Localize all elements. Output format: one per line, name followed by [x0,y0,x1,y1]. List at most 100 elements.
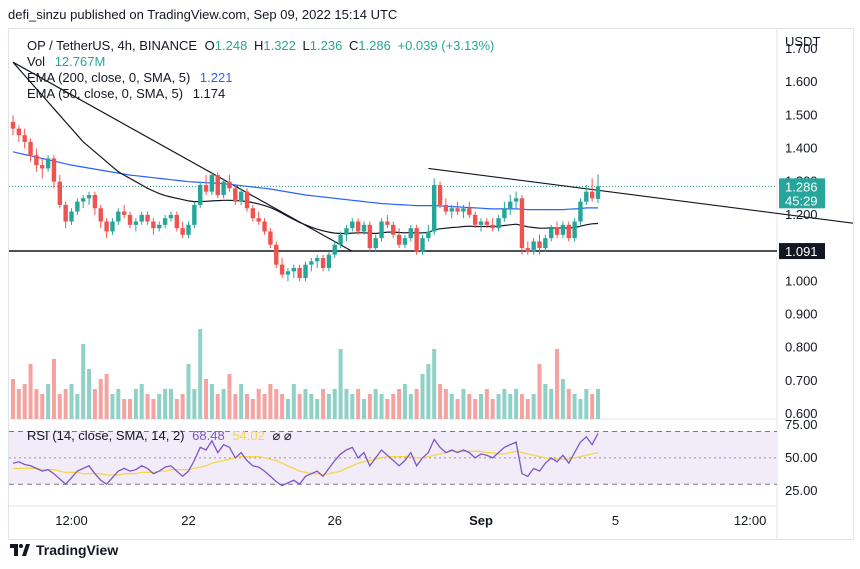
volume-bar [87,369,92,419]
candle-body [75,201,80,212]
chart-svg[interactable]: 1.7001.6001.5001.4001.3001.2001.1001.000… [9,29,853,539]
candle-body [209,175,215,192]
current-price-label: 1.286 [785,179,818,194]
candle-body [549,228,554,239]
volume-bar [81,344,86,419]
volume-bar [180,394,185,419]
candle-body [279,264,285,275]
volume-bar [34,389,39,419]
volume-bar [350,394,355,419]
volume-bar [373,389,378,419]
volume-bar [239,384,244,419]
volume-bar [280,394,285,419]
candle-body [326,254,332,268]
rsi-ma-value: 54.02 [232,428,265,443]
volume-bar [215,394,220,419]
candle-body [408,228,413,239]
volume-bar [122,399,127,419]
candle-body [467,208,472,215]
candle-body [34,155,39,166]
volume-bar [344,389,349,419]
volume-bar [174,399,179,419]
volume-bar [525,399,530,419]
volume-bar [285,399,290,419]
volume-bar [145,394,150,419]
time-tick-label: 5 [612,513,619,528]
price-tick-label: 1.200 [785,207,818,222]
volume-bar [291,384,296,419]
volume-bar [69,384,74,419]
volume-bar [362,399,366,419]
candle-body [262,221,267,232]
candle-body [531,241,536,252]
volume-bar [572,394,577,419]
symbol-legend: OP / TetherUS, 4h, BINANCE O1.248 H1.322… [27,38,494,53]
candle-body [543,238,548,249]
volume-bar [104,374,109,419]
ema50-label: EMA (50, close, 0, SMA, 5) [27,86,184,101]
rsi-label: RSI (14, close, SMA, 14, 2) [27,428,185,443]
candle-body [40,165,45,169]
candle-body [502,208,507,219]
candle-body [560,224,566,235]
candle-body [361,224,367,232]
volume-bar [566,389,571,419]
candle-body [367,224,373,249]
volume-bar [128,399,132,419]
ema50-legend[interactable]: EMA (50, close, 0, SMA, 5) 1.174 [27,86,225,101]
candle-body [350,221,355,229]
rsi-settings-icons[interactable]: ⌀ ⌀ [272,428,292,443]
candle-body [157,224,162,229]
candle-body [162,218,168,225]
chart-area[interactable]: 1.7001.6001.5001.4001.3001.2001.1001.000… [8,28,854,540]
candle-body [168,214,174,219]
ema200-legend[interactable]: EMA (200, close, 0, SMA, 5) 1.221 [27,70,232,85]
volume-bar [40,394,45,419]
candle-body [525,248,530,252]
price-tick-label: 1.700 [785,41,818,56]
ohlc-close-value: 1.286 [358,38,391,53]
candle-body [537,241,542,249]
volume-bar [543,384,548,419]
candle-body [10,121,16,129]
volume-legend[interactable]: Vol 12.767M [27,54,105,69]
volume-bar [245,394,249,419]
tradingview-footer[interactable]: TradingView [10,542,118,558]
ema200-label: EMA (200, close, 0, SMA, 5) [27,70,191,85]
volume-bar [432,349,437,419]
candle-body [396,234,402,245]
time-tick-label: Sep [469,513,493,528]
candle-body [92,194,98,209]
candle-body [484,221,490,225]
volume-bar [98,379,103,419]
candle-body [303,264,308,278]
candle-body [192,204,197,225]
rsi-legend[interactable]: RSI (14, close, SMA, 14, 2) 68.48 54.02 … [27,428,292,444]
volume-bar [227,374,232,419]
volume-bar [221,389,226,419]
volume-bar [519,394,524,419]
volume-bar [578,399,583,419]
candle-body [250,208,256,219]
volume-bar [408,394,413,419]
volume-bar [379,394,384,419]
candle-body [28,141,33,156]
candle-body [455,208,460,212]
volume-bar [461,389,466,419]
volume-bar [157,394,162,419]
candle-body [508,201,513,209]
ohlc-close-label: C [348,38,359,53]
candle-body [244,191,250,209]
candle-body [81,198,86,202]
volume-bar [596,389,600,419]
volume-bar [233,394,238,419]
candle-body [285,271,291,275]
ema200-line [12,151,598,211]
symbol-label[interactable]: OP / TetherUS, 4h, BINANCE [27,38,198,53]
ohlc-high-label: H [253,38,264,53]
time-tick-label: 12:00 [734,513,767,528]
ohlc-low-value: 1.236 [309,38,343,53]
ohlc-open-label: O [204,38,215,53]
candle-body [297,267,302,278]
candle-body [519,198,525,249]
